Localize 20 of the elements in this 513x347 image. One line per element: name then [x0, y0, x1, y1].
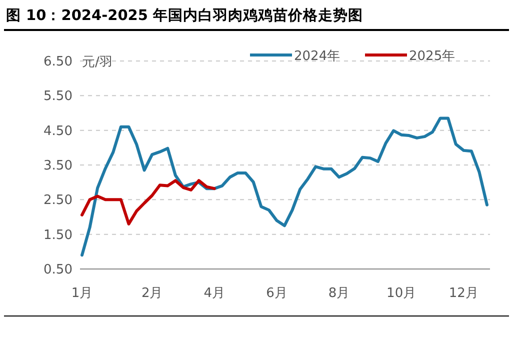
y-tick-label: 0.50 [44, 262, 72, 278]
x-tick-label: 1月 [71, 286, 93, 301]
x-tick-label: 10月 [386, 286, 416, 301]
chart-title: 图 10：2024-2025 年国内白羽肉鸡鸡苗价格走势图 [6, 7, 364, 24]
y-tick-label: 2.50 [44, 193, 72, 208]
line-series [80, 179, 216, 226]
y-tick-label: 6.50 [44, 54, 72, 70]
x-tick-label: 4月 [204, 286, 226, 301]
legend-label: 2025年 [409, 49, 456, 64]
x-tick-label: 8月 [328, 286, 350, 301]
y-tick-label: 1.50 [44, 228, 72, 243]
x-tick-label: 6月 [266, 286, 288, 301]
line-series [80, 116, 488, 257]
y-tick-label: 5.50 [44, 89, 72, 104]
y-axis-title: 元/羽 [82, 55, 112, 70]
x-tick-label: 12月 [448, 286, 478, 301]
y-tick-label: 3.50 [44, 158, 72, 174]
x-tick-label: 2月 [141, 286, 163, 301]
y-tick-label: 4.50 [44, 124, 72, 139]
legend-label: 2024年 [294, 49, 340, 64]
